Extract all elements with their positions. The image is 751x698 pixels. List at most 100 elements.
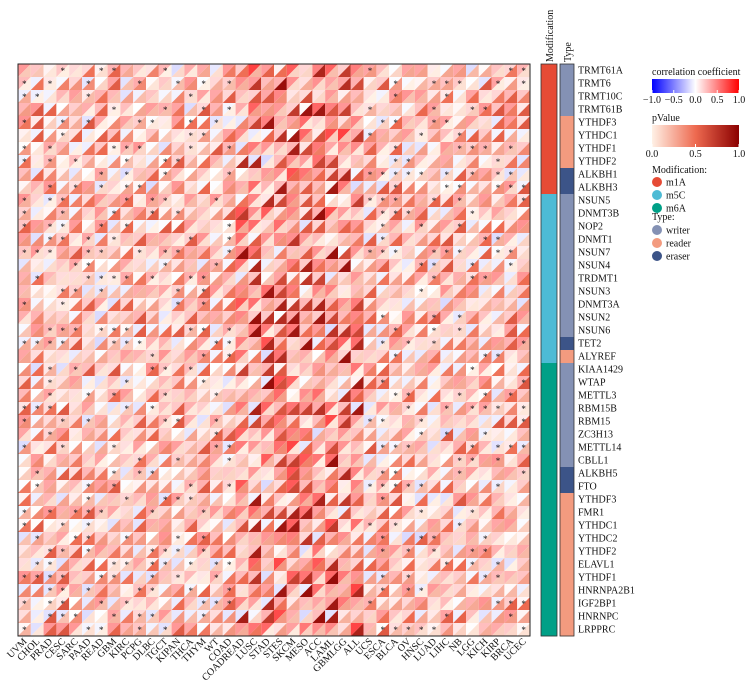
significance-marker: * (406, 443, 411, 453)
cell-pvalue (414, 194, 428, 207)
cell-pvalue (43, 363, 57, 376)
cell-pvalue (94, 116, 108, 129)
cell-pvalue (414, 519, 428, 532)
cell-pvalue (18, 415, 31, 428)
cell-correlation (414, 207, 428, 220)
cell-correlation (517, 350, 530, 363)
significance-marker: * (22, 222, 27, 232)
cell-correlation (376, 64, 390, 77)
significance-marker: * (227, 79, 232, 89)
cell-pvalue (171, 402, 185, 415)
cell-pvalue (504, 506, 518, 519)
cell-correlation (197, 493, 210, 506)
cell-correlation (30, 246, 44, 259)
cell-correlation (94, 597, 108, 610)
cell-correlation (478, 376, 492, 389)
cell-pvalue (338, 506, 351, 519)
cell-pvalue (94, 441, 108, 454)
cell-pvalue (235, 142, 249, 155)
cell-correlation (184, 415, 198, 428)
type-annotation-cell (560, 584, 574, 598)
significance-marker: * (432, 339, 437, 349)
cell-correlation (414, 389, 428, 402)
cell-pvalue (184, 415, 198, 428)
significance-marker: * (227, 482, 232, 492)
cell-pvalue (466, 454, 479, 467)
significance-marker: * (61, 235, 66, 245)
cell-pvalue (210, 311, 223, 324)
cell-pvalue (69, 597, 82, 610)
cell-pvalue (30, 532, 44, 545)
cell-pvalue (402, 129, 415, 142)
cell-pvalue (184, 428, 198, 441)
cell-pvalue (146, 597, 159, 610)
significance-marker: * (176, 534, 181, 544)
cell-pvalue (82, 350, 95, 363)
cell-pvalue (56, 402, 70, 415)
cell-pvalue (210, 285, 223, 298)
cell-pvalue (158, 532, 172, 545)
cell-correlation (120, 545, 134, 558)
cell-pvalue (197, 480, 210, 493)
cell-correlation (414, 363, 428, 376)
cell-pvalue (478, 545, 492, 558)
cell-pvalue (133, 155, 146, 168)
legend: correlation coefficient −1.0 −0.5 0.0 0.5 1.… (643, 67, 745, 263)
cell-pvalue (363, 454, 377, 467)
cell-correlation (376, 415, 390, 428)
cell-correlation (504, 584, 518, 597)
cell-pvalue (376, 272, 390, 285)
cell-pvalue (184, 376, 198, 389)
cell-pvalue (197, 402, 210, 415)
cell-pvalue (248, 77, 262, 90)
cell-pvalue (107, 402, 121, 415)
cell-pvalue (82, 545, 95, 558)
row-label: ALKBH3 (578, 182, 617, 193)
cell-pvalue (389, 610, 402, 623)
cell-pvalue (146, 623, 159, 636)
cell-correlation (133, 155, 146, 168)
cell-pvalue (43, 532, 57, 545)
cell-pvalue (453, 246, 466, 259)
cell-correlation (30, 480, 44, 493)
significance-marker: * (86, 92, 91, 102)
cell-pvalue (56, 207, 70, 220)
cell-pvalue (184, 259, 198, 272)
cell-pvalue (30, 285, 44, 298)
cell-pvalue (491, 480, 505, 493)
modification-annotation-cell (541, 337, 557, 351)
cell-correlation (350, 441, 364, 454)
cell-pvalue (414, 311, 428, 324)
row-label: YTHDF1 (578, 572, 616, 583)
cell-pvalue (18, 506, 31, 519)
significance-marker: * (201, 326, 206, 336)
cell-pvalue (312, 259, 326, 272)
cell-pvalue (478, 532, 492, 545)
cell-pvalue (325, 272, 338, 285)
significance-marker: * (381, 495, 386, 505)
cell-correlation (30, 363, 44, 376)
significance-marker: * (393, 469, 398, 479)
cell-pvalue (299, 597, 313, 610)
cell-pvalue (30, 415, 44, 428)
cell-pvalue (222, 246, 236, 259)
cell-pvalue (210, 415, 223, 428)
significance-marker: * (48, 612, 53, 622)
cell-pvalue (338, 467, 351, 480)
cell-pvalue (222, 597, 236, 610)
cell-pvalue (56, 467, 70, 480)
cell-pvalue (133, 207, 146, 220)
cell-pvalue (517, 246, 530, 259)
cell-pvalue (235, 376, 249, 389)
significance-marker: * (381, 235, 386, 245)
cell-correlation (158, 376, 172, 389)
row-label: ALKBH1 (578, 169, 617, 180)
cell-correlation (350, 545, 364, 558)
cell-pvalue (69, 441, 82, 454)
cell-pvalue (414, 116, 428, 129)
cell-pvalue (235, 246, 249, 259)
modification-annotation-cell (541, 584, 557, 598)
cell-correlation (286, 77, 300, 90)
cell-correlation (440, 285, 454, 298)
